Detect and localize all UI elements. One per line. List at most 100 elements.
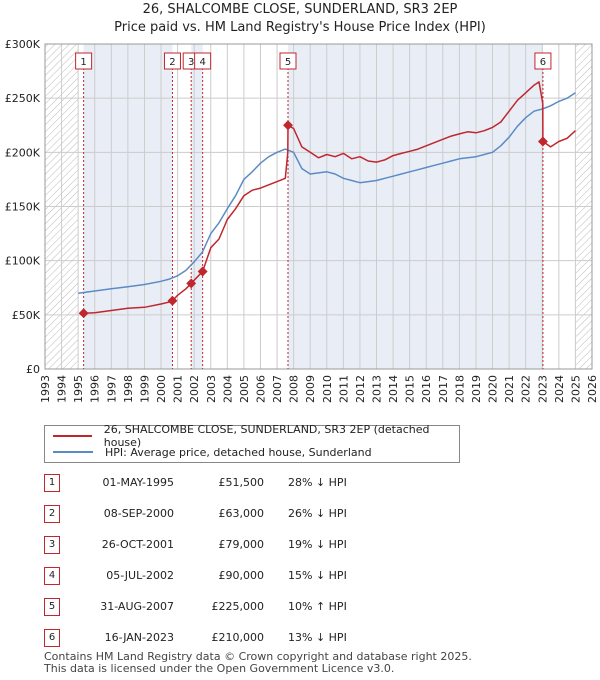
legend-label-hpi: HPI: Average price, detached house, Sund… xyxy=(105,445,372,459)
y-tick-label: £0 xyxy=(26,363,40,376)
sale-point xyxy=(537,136,548,147)
sale-date: 05-JUL-2002 xyxy=(106,569,174,582)
sale-label: 2 xyxy=(169,57,175,68)
sale-price: £90,000 xyxy=(218,569,265,582)
sale-hpi-diff: 13% ↓ HPI xyxy=(288,631,347,644)
legend-swatch-hpi xyxy=(53,451,93,453)
y-tick-label: £100K xyxy=(5,255,41,268)
x-tick-label: 2010 xyxy=(321,375,334,403)
chart-subtitle: Price paid vs. HM Land Registry's House … xyxy=(114,20,486,35)
x-tick-label: 2016 xyxy=(420,375,433,403)
x-tick-label: 1995 xyxy=(72,375,85,403)
x-tick-label: 2007 xyxy=(271,375,284,403)
legend-label-price: 26, SHALCOMBE CLOSE, SUNDERLAND, SR3 2EP… xyxy=(103,423,430,449)
x-tick-label: 2023 xyxy=(536,375,549,403)
x-tick-label: 2024 xyxy=(553,375,566,403)
x-tick-label: 2014 xyxy=(387,375,400,403)
y-tick-label: £150K xyxy=(5,201,41,214)
sale-label-box xyxy=(279,52,297,70)
x-tick-label: 2009 xyxy=(304,375,317,403)
sale-label-box xyxy=(163,52,181,70)
sale-date: 08-SEP-2000 xyxy=(103,507,174,520)
sale-point xyxy=(186,278,197,289)
sale-point xyxy=(167,295,178,306)
sale-number: 3 xyxy=(44,536,60,554)
legend-swatch-price xyxy=(53,435,92,437)
sale-price: £63,000 xyxy=(218,507,265,520)
x-tick-label: 1996 xyxy=(89,375,102,403)
sale-price: £79,000 xyxy=(218,538,265,551)
sale-hpi-diff: 26% ↓ HPI xyxy=(288,507,347,520)
legend-item-hpi: HPI: Average price, detached house, Sund… xyxy=(53,444,372,460)
sale-price: £51,500 xyxy=(218,476,265,489)
sale-row: 6 16-JAN-2023 £210,000 13% ↓ HPI xyxy=(44,625,444,651)
sale-label: 4 xyxy=(199,57,205,68)
plot-border xyxy=(44,43,593,370)
legend: 26, SHALCOMBE CLOSE, SUNDERLAND, SR3 2EP… xyxy=(44,423,460,463)
x-tick-label: 2026 xyxy=(586,375,599,403)
sale-number: 1 xyxy=(44,474,60,492)
sale-hpi-diff: 10% ↑ HPI xyxy=(288,600,347,613)
x-tick-label: 2005 xyxy=(238,375,251,403)
x-tick-label: 2002 xyxy=(188,375,201,403)
sale-number: 5 xyxy=(44,598,60,616)
x-tick-label: 2025 xyxy=(569,375,582,403)
x-tick-label: 1993 xyxy=(39,375,52,403)
sale-price: £225,000 xyxy=(211,600,265,613)
sale-row: 3 26-OCT-2001 £79,000 19% ↓ HPI xyxy=(44,532,444,558)
x-tick-label: 1997 xyxy=(105,375,118,403)
footer-copyright: Contains HM Land Registry data © Crown c… xyxy=(44,650,472,663)
x-tick-label: 2013 xyxy=(371,375,384,403)
x-tick-label: 2011 xyxy=(337,375,350,403)
hpi-line xyxy=(78,92,576,294)
x-tick-label: 2020 xyxy=(487,375,500,403)
x-tick-label: 2021 xyxy=(503,375,516,403)
sale-label-box xyxy=(534,52,552,70)
sale-date: 31-AUG-2007 xyxy=(100,600,174,613)
x-tick-label: 1998 xyxy=(122,375,135,403)
x-tick-label: 2022 xyxy=(520,375,533,403)
sale-label: 6 xyxy=(540,57,546,68)
sale-hpi-diff: 28% ↓ HPI xyxy=(288,476,347,489)
price-chart: 1993 1994 1995 1996 1997 1998 1999 2000 2001 2002… xyxy=(5,38,599,403)
y-tick-label: £200K xyxy=(5,146,41,159)
sale-hpi-diff: 19% ↓ HPI xyxy=(288,538,347,551)
sale-row: 4 05-JUL-2002 £90,000 15% ↓ HPI xyxy=(44,563,444,589)
sale-label-box xyxy=(75,52,93,70)
x-tick-label: 2015 xyxy=(404,375,417,403)
x-tick-label: 2017 xyxy=(437,375,450,403)
x-tick-label: 2018 xyxy=(453,375,466,403)
sale-number: 6 xyxy=(44,629,60,647)
sale-number: 2 xyxy=(44,505,60,523)
x-tick-label: 2000 xyxy=(155,375,168,403)
sale-date: 01-MAY-1995 xyxy=(102,476,174,489)
sale-row: 5 31-AUG-2007 £225,000 10% ↑ HPI xyxy=(44,594,444,620)
x-tick-label: 2006 xyxy=(254,375,267,403)
sale-row: 2 08-SEP-2000 £63,000 26% ↓ HPI xyxy=(44,501,444,527)
sale-row: 1 01-MAY-1995 £51,500 28% ↓ HPI xyxy=(44,470,444,496)
sale-date: 26-OCT-2001 xyxy=(101,538,174,551)
footer-licence: This data is licensed under the Open Gov… xyxy=(44,662,395,675)
y-tick-label: £300K xyxy=(5,38,41,51)
sale-label: 1 xyxy=(80,57,86,68)
x-tick-label: 2004 xyxy=(221,375,234,403)
sale-label-box xyxy=(194,52,212,70)
y-tick-label: £50K xyxy=(12,309,41,322)
sale-number: 4 xyxy=(44,567,60,585)
sale-label: 3 xyxy=(188,57,194,68)
x-tick-label: 1999 xyxy=(138,375,151,403)
x-tick-label: 2019 xyxy=(470,375,483,403)
sale-hpi-diff: 15% ↓ HPI xyxy=(288,569,347,582)
sale-price: £210,000 xyxy=(211,631,265,644)
x-tick-label: 2012 xyxy=(354,375,367,403)
y-tick-label: £250K xyxy=(5,92,41,105)
sale-date: 16-JAN-2023 xyxy=(104,631,174,644)
x-tick-label: 2008 xyxy=(288,375,301,403)
x-tick-label: 1994 xyxy=(56,375,69,403)
sale-label: 5 xyxy=(285,57,291,68)
legend-item-price: 26, SHALCOMBE CLOSE, SUNDERLAND, SR3 2EP… xyxy=(53,423,459,449)
x-tick-label: 2001 xyxy=(172,375,185,403)
chart-title: 26, SHALCOMBE CLOSE, SUNDERLAND, SR3 2EP xyxy=(142,2,458,17)
x-tick-label: 2003 xyxy=(205,375,218,403)
sale-point xyxy=(197,266,208,277)
